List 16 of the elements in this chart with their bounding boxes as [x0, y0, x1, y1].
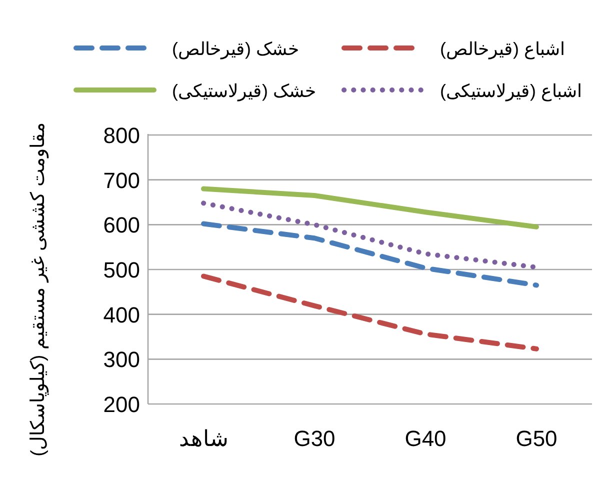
- y-tick-label: 400: [103, 302, 140, 328]
- legend-label: اشباع (قیرلاستیکی): [440, 81, 582, 102]
- legend-label: خشک (قیرخالص): [172, 39, 299, 60]
- legend-label: اشباع (قیرخالص): [440, 39, 565, 60]
- y-tick-label: 600: [103, 212, 140, 238]
- y-axis-title: مقاومت کششی غیر مستقیم (کیلوپاسکال): [28, 122, 49, 456]
- y-tick-label: 700: [103, 168, 140, 193]
- y-tick-label: 300: [103, 347, 140, 372]
- y-tick-label: 500: [103, 258, 140, 282]
- y-tick-label: 200: [103, 392, 140, 417]
- x-tick-label: G40: [404, 426, 446, 451]
- x-tick-label: شاهد: [179, 426, 228, 451]
- legend-label: خشک (قیرلاستیکی): [172, 81, 316, 102]
- x-tick-label: G50: [516, 426, 558, 451]
- x-tick-label: G30: [294, 426, 336, 451]
- y-tick-label: 800: [103, 123, 140, 148]
